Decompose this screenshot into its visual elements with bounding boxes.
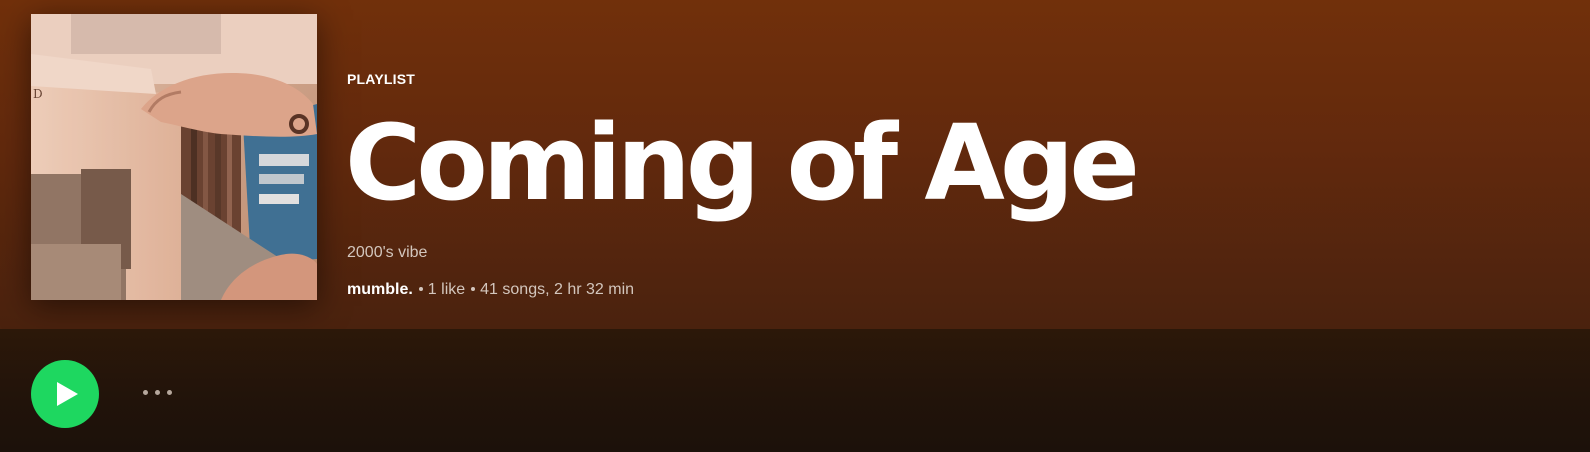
playlist-likes: 1 like	[427, 281, 466, 298]
playlist-songs-duration: 41 songs, 2 hr 32 min	[480, 281, 635, 298]
separator-dot	[418, 286, 423, 291]
playlist-meta: mumble. 1 like 41 songs, 2 hr 32 min	[347, 281, 634, 299]
playlist-owner-link[interactable]: mumble.	[347, 281, 413, 298]
playlist-info: PLAYLIST Coming of Age 2000's vibe mumbl…	[345, 0, 1547, 329]
action-bar	[0, 329, 1590, 452]
play-icon	[57, 382, 78, 406]
more-horizontal-icon	[143, 390, 173, 396]
play-button[interactable]	[31, 360, 99, 428]
playlist-type-label: PLAYLIST	[347, 71, 415, 87]
playlist-title: Coming of Age	[345, 102, 1140, 224]
cover-corner-text: D	[33, 87, 43, 101]
more-options-button[interactable]	[136, 377, 180, 409]
playlist-cover-image[interactable]: D	[31, 14, 317, 300]
cover-artwork: D	[31, 14, 317, 300]
playlist-header: D	[0, 0, 1590, 329]
playlist-description: 2000's vibe	[347, 244, 428, 261]
separator-dot	[471, 286, 476, 291]
